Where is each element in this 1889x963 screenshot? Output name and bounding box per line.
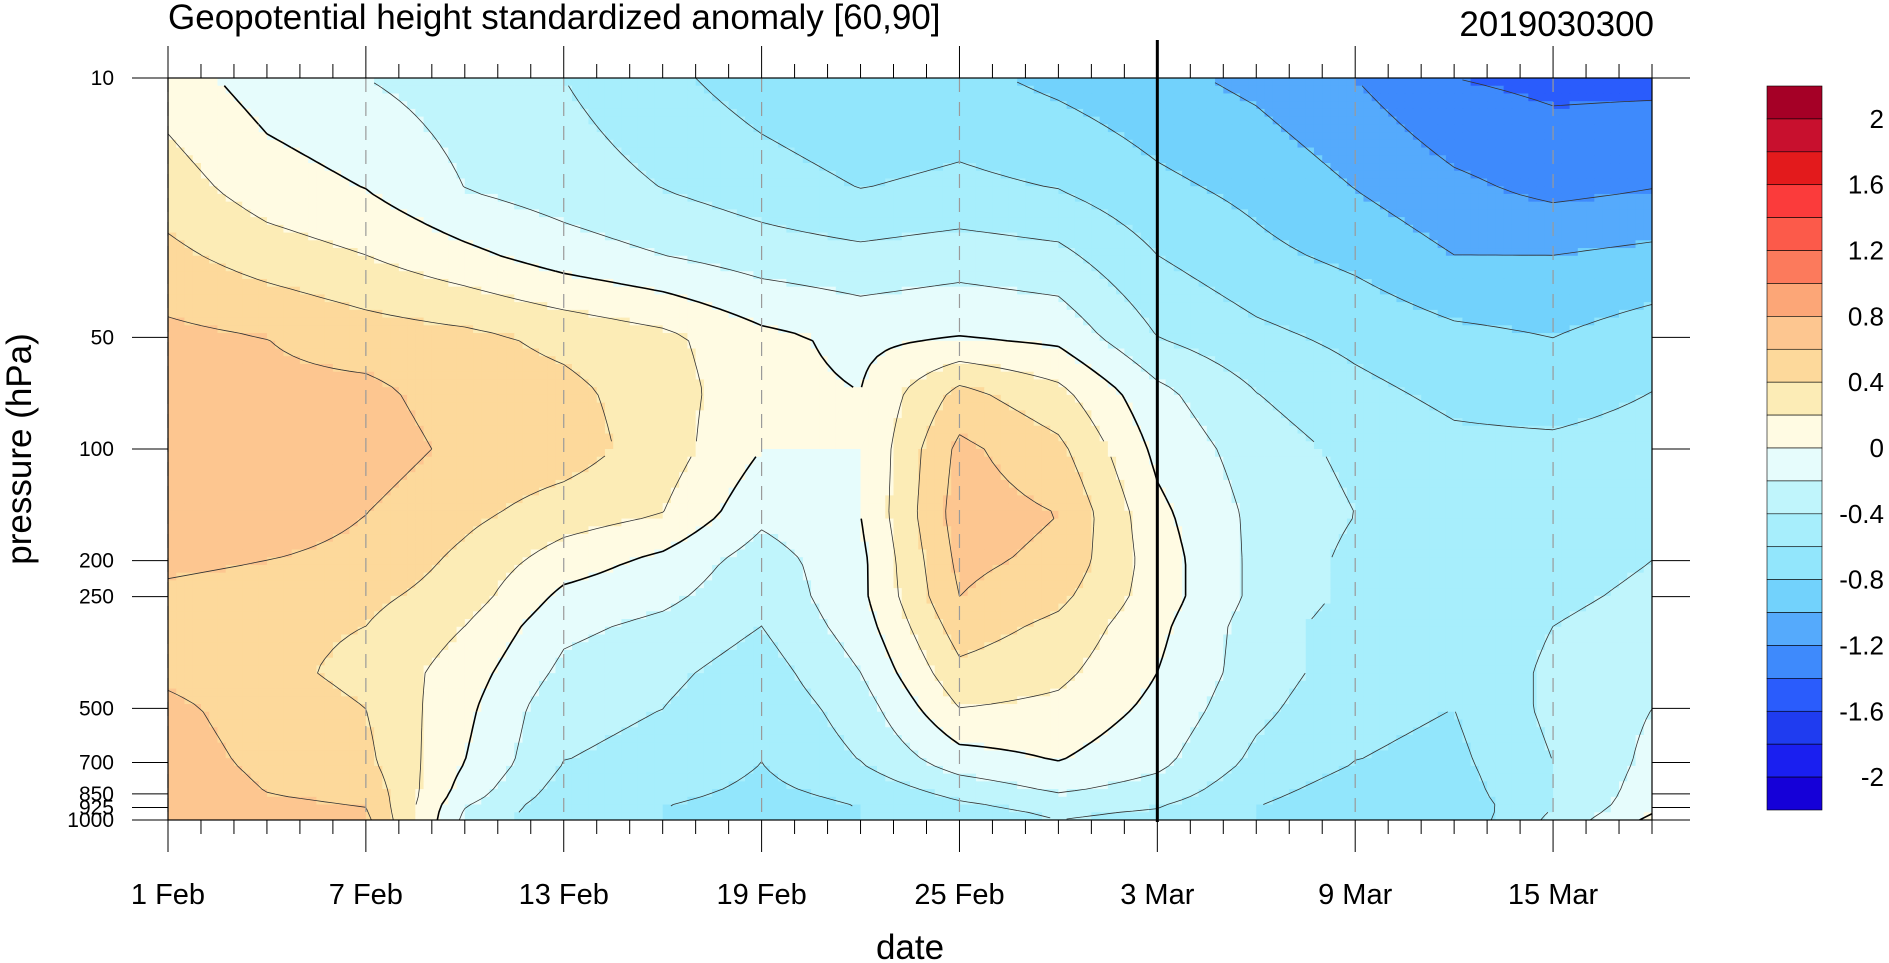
- y-tick-label: 200: [79, 550, 114, 573]
- x-tick-label: 3 Mar: [1120, 879, 1194, 911]
- colorbar-swatch: [1766, 348, 1823, 383]
- colorbar-swatch: [1766, 678, 1823, 712]
- contour-line: [168, 316, 1055, 820]
- colorbar-label: -2: [1861, 762, 1884, 792]
- colorbar: 2 1.6 1.2 0.8 0.4 0 -0.4 -0.8 -1.2 -1.6 -2: [1766, 85, 1884, 811]
- colorbar-label: 1.2: [1848, 236, 1884, 266]
- colorbar-swatch: [1766, 217, 1823, 251]
- x-axis: 1 Feb 7 Feb 13 Feb 19 Feb 25 Feb 3 Mar 9 Mar 15…: [131, 46, 1653, 911]
- colorbar-label: 1.6: [1848, 170, 1884, 200]
- y-tick-label: 50: [91, 326, 114, 349]
- colorbar-swatch: [1766, 316, 1823, 350]
- contour-line: [1017, 81, 1652, 339]
- heatmap-field: [168, 78, 1652, 820]
- colorbar-swatch: [1766, 151, 1823, 186]
- colorbar-swatch: [1766, 381, 1823, 416]
- colorbar-swatch: [1766, 743, 1823, 778]
- colorbar-swatch: [1766, 283, 1823, 317]
- colorbar-swatch: [1766, 118, 1823, 153]
- x-tick-label: 19 Feb: [716, 879, 806, 911]
- colorbar-swatch: [1766, 776, 1823, 811]
- colorbar-swatch: [1766, 710, 1823, 745]
- colorbar-label: 0: [1870, 433, 1884, 463]
- colorbar-swatch: [1766, 579, 1823, 613]
- colorbar-label: 2: [1870, 104, 1884, 134]
- contour-line: [1462, 79, 1652, 107]
- contour-line: [518, 85, 1652, 820]
- y-tick-label: 100: [79, 438, 114, 461]
- y-tick-label: 850: [79, 783, 114, 806]
- x-tick-label: 25 Feb: [914, 879, 1004, 911]
- colorbar-label: -0.8: [1839, 565, 1884, 595]
- colorbar-swatch: [1766, 513, 1823, 548]
- colorbar-swatch: [1766, 85, 1823, 120]
- contour-line: [168, 232, 1095, 820]
- colorbar-label: 0.4: [1848, 367, 1884, 397]
- colorbar-label: -1.6: [1839, 696, 1884, 726]
- contour-line: [373, 82, 1652, 820]
- y-tick-label: 700: [79, 752, 114, 775]
- y-tick-label: 250: [79, 586, 114, 609]
- colorbar-swatch: [1766, 480, 1823, 515]
- date-stamp: 2019030300: [1459, 5, 1654, 44]
- colorbar-swatch: [1766, 645, 1823, 679]
- contour-line: [1214, 82, 1652, 256]
- colorbar-label: 0.8: [1848, 301, 1884, 331]
- x-tick-label: 15 Mar: [1508, 879, 1599, 911]
- x-tick-label: 13 Feb: [519, 879, 609, 911]
- x-axis-label: date: [876, 928, 944, 963]
- colorbar-swatch: [1766, 184, 1823, 218]
- colorbar-swatch: [1766, 447, 1823, 482]
- x-tick-label: 1 Feb: [131, 879, 205, 911]
- contour-line: [1361, 85, 1652, 204]
- y-tick-label: 10: [91, 67, 114, 90]
- y-tick-label: 1000: [67, 809, 114, 832]
- colorbar-swatch: [1766, 546, 1823, 580]
- x-tick-label: 7 Feb: [329, 879, 403, 911]
- y-axis-label: pressure (hPa): [0, 333, 39, 564]
- colorbar-swatch: [1766, 414, 1823, 449]
- x-tick-label: 9 Mar: [1318, 879, 1392, 911]
- y-tick-label: 925: [79, 796, 114, 819]
- contour-lines: [168, 78, 1652, 820]
- colorbar-swatch: [1766, 250, 1823, 284]
- colorbar-swatch: [1766, 612, 1823, 646]
- contour-line: [168, 133, 1136, 805]
- colorbar-label: -0.4: [1839, 499, 1884, 529]
- y-tick-label: 500: [79, 697, 114, 720]
- chart-title: Geopotential height standardized anomaly…: [168, 0, 940, 37]
- colorbar-label: -1.2: [1839, 630, 1884, 660]
